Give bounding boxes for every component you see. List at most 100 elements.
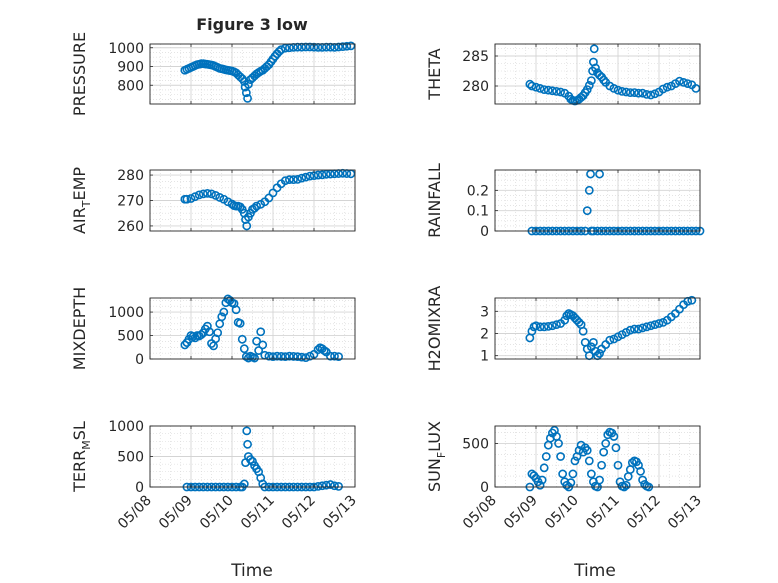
y-tick-label: 0 xyxy=(480,224,489,240)
y-tick-label: 500 xyxy=(462,436,489,452)
data-point xyxy=(675,76,684,86)
data-point xyxy=(621,480,631,490)
y-tick-label: 900 xyxy=(117,60,144,76)
y-tick-label: 1000 xyxy=(108,419,144,435)
data-point xyxy=(599,447,609,457)
axes-box xyxy=(494,169,701,232)
y-axis-label: TERRMSL xyxy=(70,421,93,493)
data-point xyxy=(198,189,208,199)
y-axis-label: THETA xyxy=(425,48,444,100)
figure-title: Figure 3 low xyxy=(196,15,308,34)
data-point xyxy=(586,76,596,85)
x-tick-label: 05/09 xyxy=(156,493,196,533)
data-point xyxy=(243,439,252,449)
data-point xyxy=(334,352,343,362)
data-point xyxy=(321,480,331,490)
data-point xyxy=(239,344,249,354)
data-point xyxy=(625,325,635,335)
data-point xyxy=(586,469,596,479)
data-point xyxy=(252,336,261,346)
data-point xyxy=(687,295,697,305)
data-point xyxy=(305,351,315,361)
data-point xyxy=(584,81,594,90)
data-point xyxy=(243,353,253,363)
data-point xyxy=(293,352,302,362)
axes-box xyxy=(494,43,701,105)
data-point xyxy=(317,170,327,180)
data-point xyxy=(305,171,315,181)
data-point xyxy=(595,169,604,179)
data-point xyxy=(650,320,660,330)
data-point xyxy=(231,305,241,315)
data-point xyxy=(591,63,600,73)
data-point xyxy=(691,84,701,93)
y-tick-label: 285 xyxy=(462,49,489,65)
data-point xyxy=(325,480,335,489)
data-point xyxy=(256,327,266,337)
data-point xyxy=(276,352,286,361)
subplot-pressure: 800 900 1000 PRESSURE xyxy=(70,32,356,116)
data-point xyxy=(289,352,298,361)
data-point xyxy=(276,45,286,55)
data-point xyxy=(582,85,592,94)
data-point xyxy=(334,42,343,52)
data-point xyxy=(207,189,216,199)
data-point xyxy=(325,351,335,361)
data-point xyxy=(658,84,668,94)
data-point xyxy=(595,349,604,358)
data-point xyxy=(552,87,561,96)
data-point xyxy=(548,321,557,331)
data-point xyxy=(582,206,592,216)
data-point xyxy=(325,169,335,179)
data-point xyxy=(531,82,541,92)
data-point xyxy=(342,41,352,51)
data-point xyxy=(562,311,572,321)
y-tick-label: 0 xyxy=(135,480,144,496)
x-tick-label: 05/08 xyxy=(115,493,155,533)
data-point xyxy=(589,44,599,54)
data-point xyxy=(330,481,339,491)
data-point xyxy=(180,340,190,350)
x-tick-label: 05/11 xyxy=(583,493,623,533)
y-tick-label: 270 xyxy=(117,194,144,210)
data-point xyxy=(346,41,356,51)
data-point xyxy=(215,193,225,202)
data-point xyxy=(297,173,307,183)
data-point xyxy=(305,42,315,52)
data-point xyxy=(584,185,594,195)
data-point xyxy=(634,88,643,98)
x-tick-label: 05/09 xyxy=(501,493,541,533)
data-point xyxy=(541,452,551,461)
data-point xyxy=(582,445,592,455)
data-point xyxy=(539,463,549,473)
y-axis-label: AIRTEMP xyxy=(70,167,93,234)
data-point xyxy=(202,188,212,198)
data-point xyxy=(566,478,576,488)
data-point xyxy=(621,87,631,97)
data-point xyxy=(246,455,255,464)
data-point xyxy=(242,426,252,436)
data-point xyxy=(609,84,619,93)
data-point xyxy=(330,351,339,361)
data-point xyxy=(248,456,257,466)
x-tick-label: 05/13 xyxy=(665,493,705,533)
y-axis-label: PRESSURE xyxy=(70,32,89,116)
y-axis-label: SUNFLUX xyxy=(425,421,448,492)
data-point xyxy=(284,351,294,361)
data-point xyxy=(634,324,643,334)
data-point xyxy=(293,175,302,184)
data-point xyxy=(202,321,212,331)
data-point xyxy=(558,469,568,479)
data-point xyxy=(196,330,206,339)
y-tick-label: 1 xyxy=(480,349,489,365)
x-tick-label: 05/12 xyxy=(279,493,319,533)
data-point xyxy=(182,194,192,204)
data-point xyxy=(650,89,660,99)
data-point xyxy=(683,79,693,88)
data-point xyxy=(662,82,672,92)
data-point xyxy=(646,90,656,100)
y-tick-label: 2 xyxy=(480,326,489,342)
data-point xyxy=(543,85,553,95)
data-point xyxy=(535,322,545,332)
